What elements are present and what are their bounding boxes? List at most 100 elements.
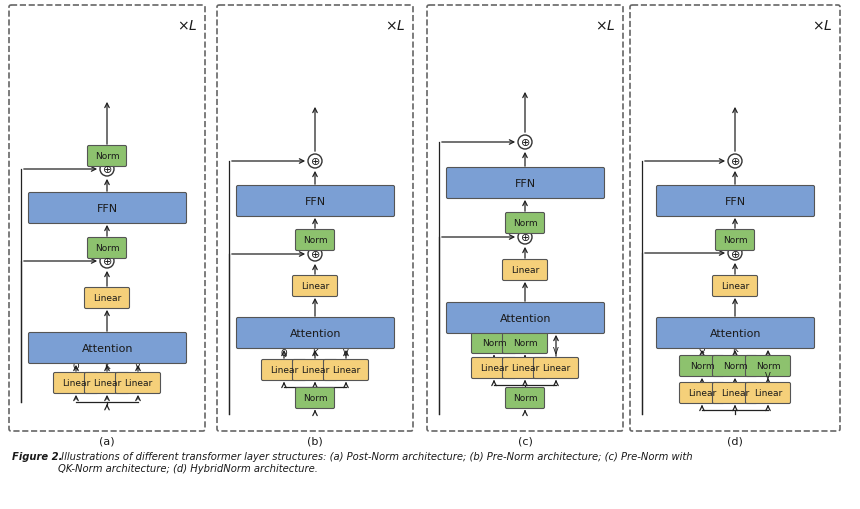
Text: V: V [343,348,349,357]
Text: $\oplus$: $\oplus$ [101,164,112,175]
Text: $\oplus$: $\oplus$ [519,137,530,148]
Text: Linear: Linear [511,364,539,373]
Text: Illustrations of different transformer layer structures: (a) Post-Norm architect: Illustrations of different transformer l… [58,451,692,473]
FancyBboxPatch shape [296,388,335,409]
FancyBboxPatch shape [28,193,187,224]
Text: $\oplus$: $\oplus$ [730,248,740,259]
Text: Q: Q [73,361,79,370]
FancyBboxPatch shape [656,186,814,217]
Text: Norm: Norm [513,219,538,228]
Text: Linear: Linear [721,282,749,291]
Text: (d): (d) [727,436,743,446]
Text: Linear: Linear [301,282,329,291]
FancyBboxPatch shape [502,333,548,354]
Text: Q: Q [698,344,705,353]
Text: V: V [765,371,771,380]
Text: $\times L$: $\times L$ [177,19,197,33]
Text: Linear: Linear [301,366,329,375]
FancyBboxPatch shape [679,383,724,404]
Text: Norm: Norm [513,339,538,348]
Text: Norm: Norm [756,362,780,371]
Text: FFN: FFN [305,196,326,207]
Text: Norm: Norm [722,236,747,245]
Text: Norm: Norm [722,362,747,371]
Text: K: K [104,361,110,370]
Text: Norm: Norm [482,339,507,348]
FancyBboxPatch shape [506,388,544,409]
Text: K: K [732,344,738,353]
Text: FFN: FFN [97,204,118,214]
FancyBboxPatch shape [746,356,790,377]
FancyBboxPatch shape [712,383,758,404]
Text: Linear: Linear [270,366,298,375]
Text: $\oplus$: $\oplus$ [310,156,320,167]
Text: Norm: Norm [95,152,120,161]
Text: Linear: Linear [721,389,749,398]
Text: Q: Q [280,348,287,357]
FancyBboxPatch shape [237,318,395,349]
FancyBboxPatch shape [533,358,579,379]
Text: Linear: Linear [62,379,90,388]
FancyBboxPatch shape [115,373,161,394]
FancyBboxPatch shape [679,356,724,377]
Text: (a): (a) [99,436,115,446]
Text: Linear: Linear [332,366,360,375]
Text: V: V [553,346,559,355]
FancyBboxPatch shape [237,186,395,217]
Text: Norm: Norm [303,394,328,403]
FancyBboxPatch shape [446,168,605,199]
Text: Attention: Attention [500,314,551,323]
FancyBboxPatch shape [292,276,337,297]
Text: $\times L$: $\times L$ [812,19,832,33]
FancyBboxPatch shape [84,373,130,394]
Text: V: V [135,361,141,370]
Text: Figure 2.: Figure 2. [12,451,63,461]
FancyBboxPatch shape [502,358,548,379]
Text: Linear: Linear [124,379,152,388]
FancyBboxPatch shape [292,360,337,381]
Text: K: K [312,348,317,357]
FancyBboxPatch shape [471,358,517,379]
Text: $\oplus$: $\oplus$ [730,156,740,167]
FancyBboxPatch shape [296,230,335,251]
Text: K: K [522,321,528,330]
FancyBboxPatch shape [84,288,130,309]
FancyBboxPatch shape [746,383,790,404]
FancyBboxPatch shape [261,360,306,381]
FancyBboxPatch shape [712,356,758,377]
FancyBboxPatch shape [471,333,517,354]
Text: Linear: Linear [511,266,539,275]
Text: $\oplus$: $\oplus$ [519,232,530,243]
Text: Attention: Attention [82,344,133,353]
FancyBboxPatch shape [656,318,814,349]
Text: Norm: Norm [690,362,715,371]
Text: $\times L$: $\times L$ [595,19,615,33]
FancyBboxPatch shape [446,303,605,334]
FancyBboxPatch shape [502,260,548,281]
Text: Attention: Attention [290,328,341,338]
FancyBboxPatch shape [88,146,126,167]
FancyBboxPatch shape [712,276,758,297]
Text: $\oplus$: $\oplus$ [101,256,112,267]
Text: Linear: Linear [688,389,716,398]
Text: FFN: FFN [515,179,536,189]
Text: FFN: FFN [725,196,746,207]
FancyBboxPatch shape [53,373,99,394]
Text: Linear: Linear [93,294,121,303]
FancyBboxPatch shape [716,230,754,251]
Text: (b): (b) [307,436,322,446]
Text: Linear: Linear [480,364,508,373]
Text: Linear: Linear [93,379,121,388]
FancyBboxPatch shape [323,360,368,381]
Text: Linear: Linear [754,389,782,398]
FancyBboxPatch shape [506,213,544,234]
Text: (c): (c) [518,436,532,446]
Text: Linear: Linear [542,364,570,373]
Text: $\oplus$: $\oplus$ [310,249,320,260]
Text: Attention: Attention [710,328,761,338]
Text: $\times L$: $\times L$ [384,19,405,33]
Text: Norm: Norm [513,394,538,403]
Text: Norm: Norm [95,244,120,253]
Text: Q: Q [491,321,497,330]
FancyBboxPatch shape [28,333,187,364]
